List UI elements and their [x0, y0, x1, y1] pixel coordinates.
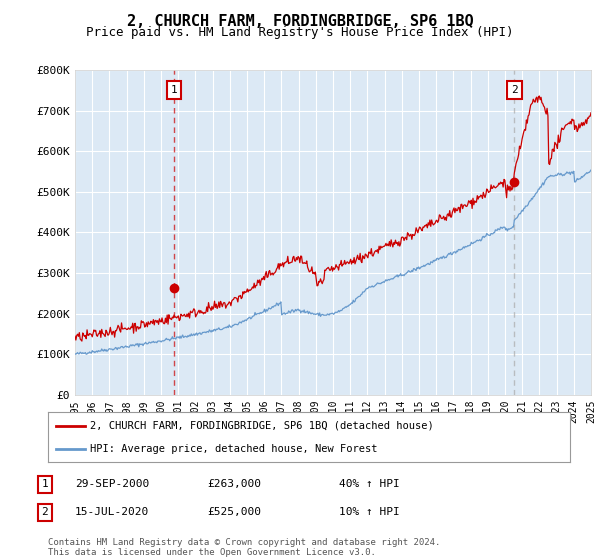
Text: 2: 2 — [511, 85, 518, 95]
Text: £263,000: £263,000 — [207, 479, 261, 489]
Text: £525,000: £525,000 — [207, 507, 261, 517]
Text: 1: 1 — [41, 479, 49, 489]
Text: 2, CHURCH FARM, FORDINGBRIDGE, SP6 1BQ (detached house): 2, CHURCH FARM, FORDINGBRIDGE, SP6 1BQ (… — [90, 421, 434, 431]
Text: 29-SEP-2000: 29-SEP-2000 — [75, 479, 149, 489]
Text: 40% ↑ HPI: 40% ↑ HPI — [339, 479, 400, 489]
Text: 1: 1 — [170, 85, 177, 95]
Text: 10% ↑ HPI: 10% ↑ HPI — [339, 507, 400, 517]
Text: HPI: Average price, detached house, New Forest: HPI: Average price, detached house, New … — [90, 445, 377, 454]
Text: Contains HM Land Registry data © Crown copyright and database right 2024.
This d: Contains HM Land Registry data © Crown c… — [48, 538, 440, 557]
Text: 15-JUL-2020: 15-JUL-2020 — [75, 507, 149, 517]
Text: Price paid vs. HM Land Registry's House Price Index (HPI): Price paid vs. HM Land Registry's House … — [86, 26, 514, 39]
Text: 2, CHURCH FARM, FORDINGBRIDGE, SP6 1BQ: 2, CHURCH FARM, FORDINGBRIDGE, SP6 1BQ — [127, 14, 473, 29]
Text: 2: 2 — [41, 507, 49, 517]
